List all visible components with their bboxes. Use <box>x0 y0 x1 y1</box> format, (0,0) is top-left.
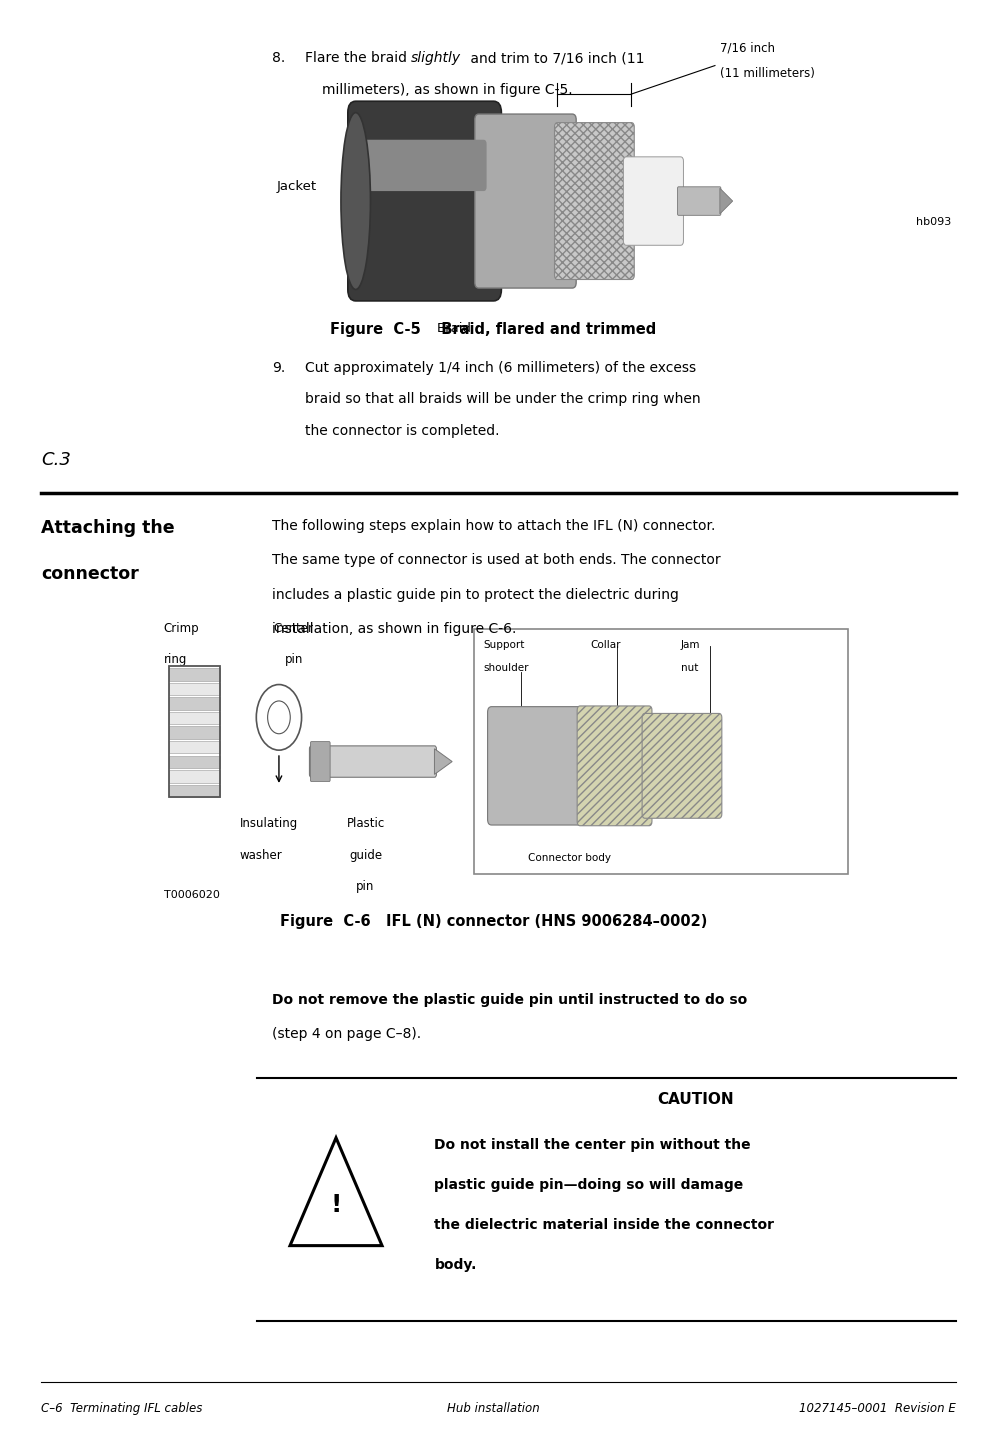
Text: connector: connector <box>40 564 138 583</box>
FancyBboxPatch shape <box>169 756 220 767</box>
Text: nut: nut <box>679 663 697 673</box>
Text: 1027145–0001  Revision E: 1027145–0001 Revision E <box>799 1402 955 1415</box>
FancyBboxPatch shape <box>310 746 436 777</box>
Text: body.: body. <box>434 1258 476 1272</box>
Text: guide: guide <box>349 849 382 862</box>
Text: Hub installation: Hub installation <box>447 1402 539 1415</box>
Text: hb093: hb093 <box>915 217 951 227</box>
Polygon shape <box>434 749 452 775</box>
FancyBboxPatch shape <box>347 101 501 302</box>
Text: (step 4 on page C–8).: (step 4 on page C–8). <box>272 1027 421 1040</box>
FancyBboxPatch shape <box>676 187 720 216</box>
Polygon shape <box>290 1137 382 1246</box>
Text: The following steps explain how to attach the IFL (N) connector.: The following steps explain how to attac… <box>272 519 715 533</box>
Text: pin: pin <box>284 653 303 666</box>
FancyBboxPatch shape <box>311 742 329 782</box>
FancyBboxPatch shape <box>642 713 721 819</box>
Text: Jam: Jam <box>679 640 699 650</box>
Text: Flare the braid: Flare the braid <box>305 51 410 66</box>
FancyBboxPatch shape <box>487 707 589 825</box>
Text: washer: washer <box>240 849 282 862</box>
Text: Do not remove the plastic guide pin until instructed to do so: Do not remove the plastic guide pin unti… <box>272 993 746 1006</box>
Text: T0006020: T0006020 <box>164 890 220 900</box>
Text: the connector is completed.: the connector is completed. <box>305 423 499 437</box>
Text: Cut approximately 1/4 inch (6 millimeters) of the excess: Cut approximately 1/4 inch (6 millimeter… <box>305 360 695 374</box>
Text: plastic guide pin—doing so will damage: plastic guide pin—doing so will damage <box>434 1177 742 1192</box>
FancyBboxPatch shape <box>169 697 220 710</box>
Text: (11 millimeters): (11 millimeters) <box>719 67 813 80</box>
Text: The same type of connector is used at both ends. The connector: The same type of connector is used at bo… <box>272 553 720 567</box>
Text: pin: pin <box>356 880 375 893</box>
Text: Attaching the: Attaching the <box>40 519 175 537</box>
FancyBboxPatch shape <box>474 114 576 289</box>
Text: C.3: C.3 <box>40 450 71 469</box>
Text: shoulder: shoulder <box>483 663 528 673</box>
Polygon shape <box>719 189 732 214</box>
Text: 7/16 inch: 7/16 inch <box>719 41 774 54</box>
Text: Crimp: Crimp <box>164 622 199 634</box>
FancyBboxPatch shape <box>169 669 220 680</box>
Text: Jacket: Jacket <box>277 180 317 193</box>
Text: Figure  C-5    Braid, flared and trimmed: Figure C-5 Braid, flared and trimmed <box>330 323 656 337</box>
FancyBboxPatch shape <box>169 770 220 783</box>
FancyBboxPatch shape <box>169 742 220 753</box>
Text: includes a plastic guide pin to protect the dielectric during: includes a plastic guide pin to protect … <box>272 587 678 602</box>
Text: slightly: slightly <box>410 51 460 66</box>
Text: !: ! <box>330 1193 341 1218</box>
Text: Insulating: Insulating <box>240 817 298 830</box>
Text: braid so that all braids will be under the crimp ring when: braid so that all braids will be under t… <box>305 392 699 406</box>
Text: millimeters), as shown in figure C-5.: millimeters), as shown in figure C-5. <box>321 83 572 97</box>
Text: CAUTION: CAUTION <box>657 1092 733 1107</box>
Text: Plastic: Plastic <box>346 817 385 830</box>
FancyBboxPatch shape <box>623 157 682 246</box>
Text: Center: Center <box>273 622 314 634</box>
Text: Do not install the center pin without the: Do not install the center pin without th… <box>434 1137 750 1152</box>
Ellipse shape <box>340 113 370 290</box>
Bar <box>473 629 847 875</box>
FancyBboxPatch shape <box>169 726 220 739</box>
Text: Connector body: Connector body <box>528 853 610 863</box>
Circle shape <box>267 702 290 733</box>
Text: and trim to 7/16 inch (11: and trim to 7/16 inch (11 <box>465 51 644 66</box>
Text: Collar: Collar <box>590 640 620 650</box>
FancyBboxPatch shape <box>362 140 486 191</box>
Text: 8.: 8. <box>272 51 285 66</box>
Text: Braid: Braid <box>436 323 471 336</box>
FancyBboxPatch shape <box>169 712 220 725</box>
FancyBboxPatch shape <box>169 683 220 694</box>
Circle shape <box>256 684 302 750</box>
Text: 9.: 9. <box>272 360 285 374</box>
Text: C–6  Terminating IFL cables: C–6 Terminating IFL cables <box>40 1402 202 1415</box>
FancyBboxPatch shape <box>577 706 652 826</box>
FancyBboxPatch shape <box>169 785 220 797</box>
Text: ring: ring <box>164 653 187 666</box>
Text: Figure  C-6   IFL (N) connector (HNS 9006284–0002): Figure C-6 IFL (N) connector (HNS 900628… <box>279 915 707 929</box>
Bar <box>169 666 220 797</box>
Text: installation, as shown in figure C-6.: installation, as shown in figure C-6. <box>272 622 516 636</box>
Text: the dielectric material inside the connector: the dielectric material inside the conne… <box>434 1218 774 1232</box>
Text: Support: Support <box>483 640 525 650</box>
FancyBboxPatch shape <box>554 123 634 280</box>
